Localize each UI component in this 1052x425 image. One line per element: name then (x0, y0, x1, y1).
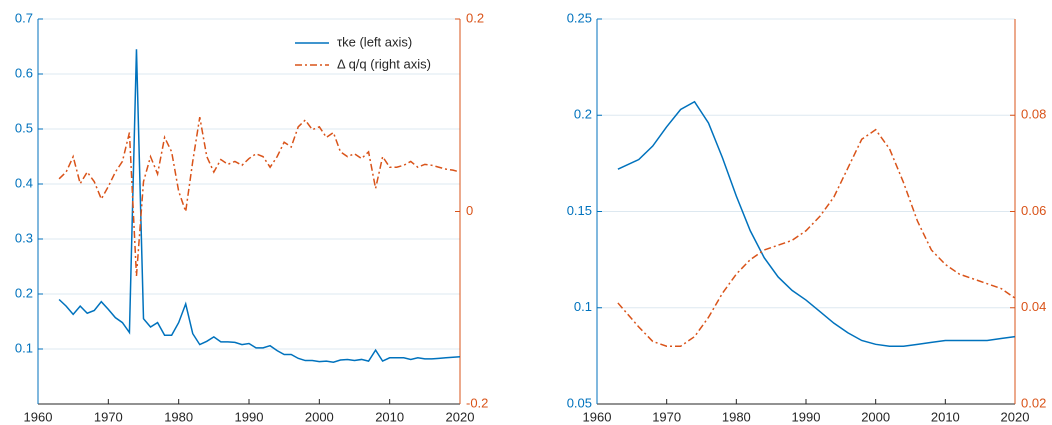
y2-tick-label: 0.2 (466, 10, 484, 25)
x-tick-label: 2000 (861, 409, 890, 424)
y-tick-label: 0.2 (574, 107, 592, 122)
x-tick-label: 1960 (24, 409, 53, 424)
x-tick-label: 2020 (1001, 409, 1030, 424)
y2-tick-label: 0 (466, 203, 473, 218)
y2-tick-label: 0.06 (1021, 203, 1046, 218)
y2-tick-label: 0.08 (1021, 107, 1046, 122)
x-tick-label: 1970 (652, 409, 681, 424)
y-tick-label: 0.1 (15, 340, 33, 355)
x-tick-label: 1980 (722, 409, 751, 424)
y-tick-label: 0.25 (567, 10, 592, 25)
y-tick-label: 0.2 (15, 285, 33, 300)
x-tick-label: 2010 (375, 409, 404, 424)
series-line (58, 117, 461, 277)
x-tick-label: 2000 (305, 409, 334, 424)
y-tick-label: 0.3 (15, 230, 33, 245)
y-tick-label: 0.4 (15, 175, 33, 190)
x-tick-label: 1980 (164, 409, 193, 424)
legend-label: Δ q/q (right axis) (337, 56, 431, 71)
series-line (58, 49, 461, 363)
x-tick-label: 2010 (931, 409, 960, 424)
x-tick-label: 1990 (792, 409, 821, 424)
y2-tick-label: 0.02 (1021, 395, 1046, 410)
y2-tick-label: 0.04 (1021, 299, 1046, 314)
legend-label: τke (left axis) (337, 34, 412, 49)
y2-tick-label: -0.2 (466, 395, 488, 410)
y-tick-label: 0.1 (574, 299, 592, 314)
y-tick-label: 0.05 (567, 395, 592, 410)
x-tick-label: 2020 (446, 409, 475, 424)
y-tick-label: 0.7 (15, 10, 33, 25)
x-tick-label: 1960 (583, 409, 612, 424)
x-tick-label: 1990 (235, 409, 264, 424)
series-line (617, 100, 1016, 347)
series-line (617, 128, 1016, 347)
y-tick-label: 0.5 (15, 120, 33, 135)
y-tick-label: 0.6 (15, 65, 33, 80)
x-tick-label: 1970 (94, 409, 123, 424)
y-tick-label: 0.15 (567, 203, 592, 218)
